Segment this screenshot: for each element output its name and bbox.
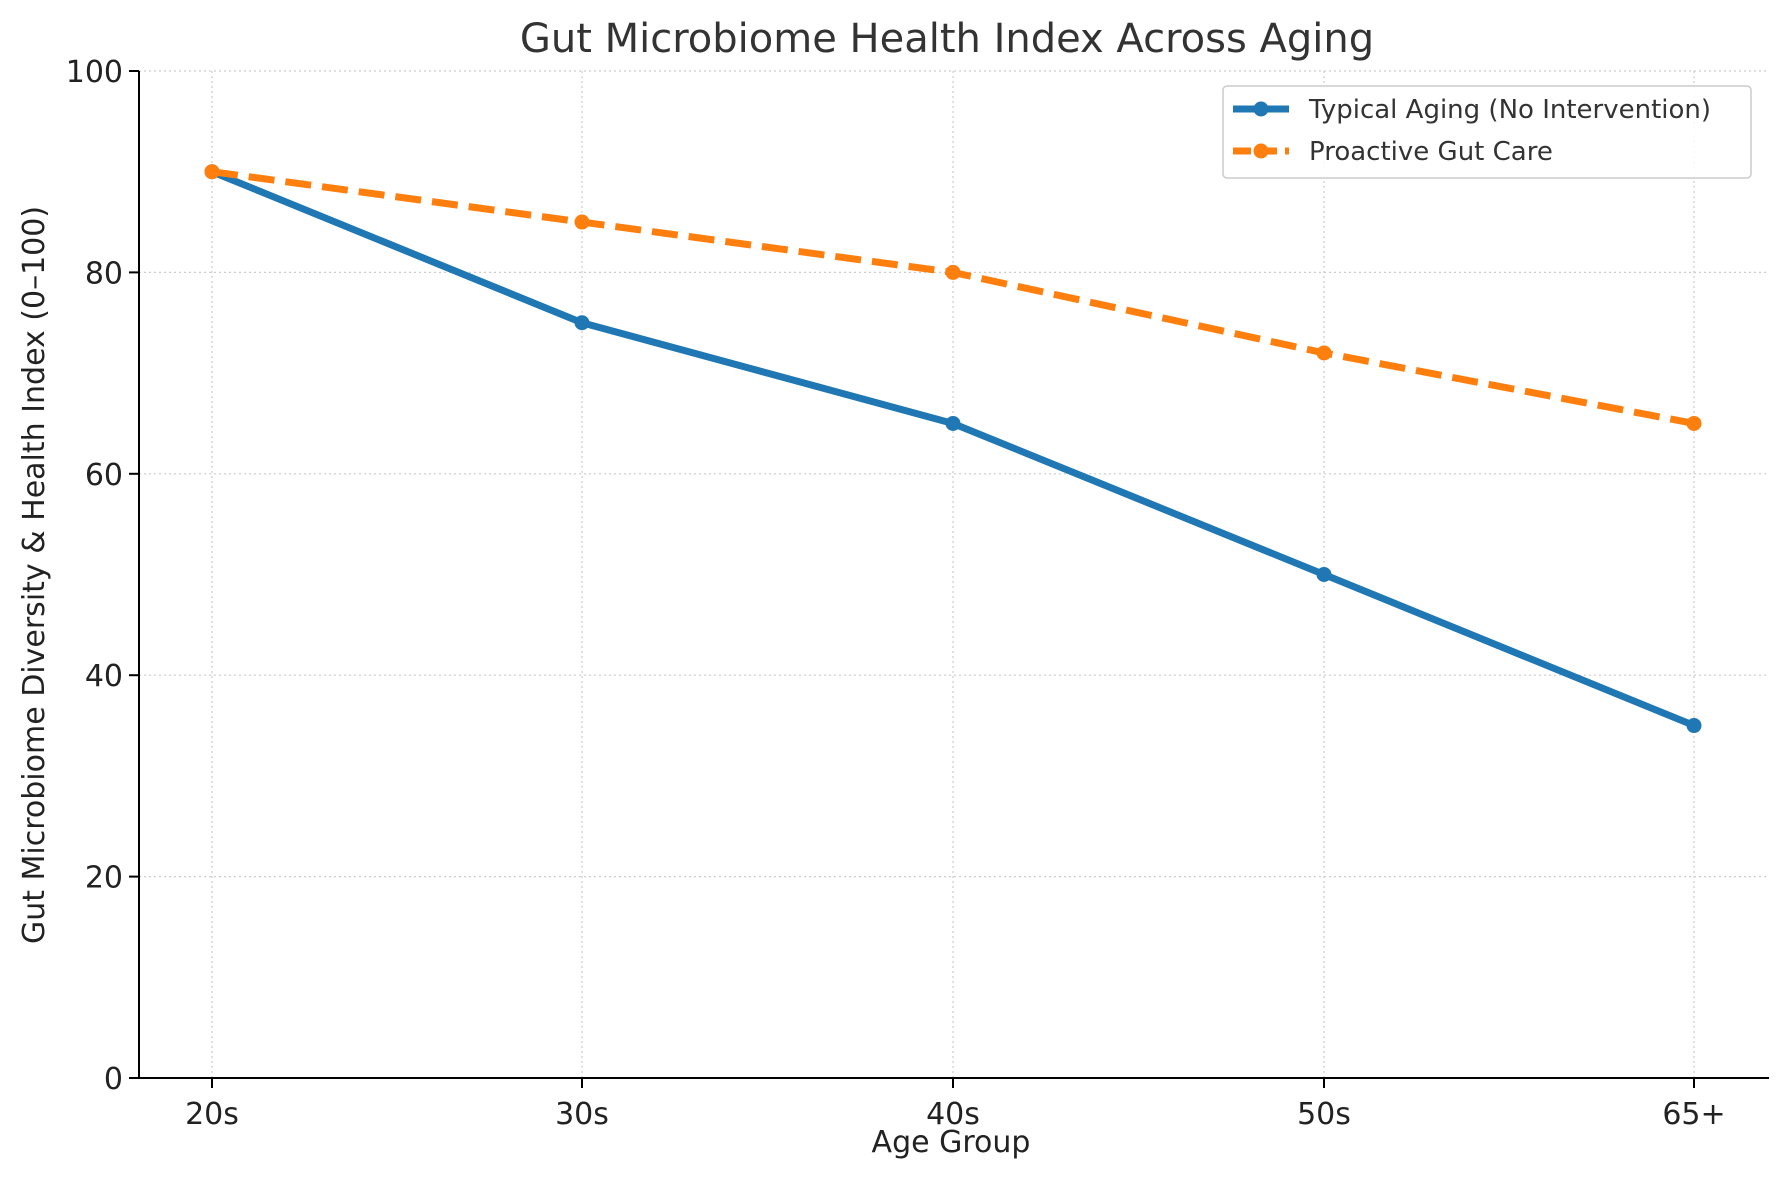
x-tick-label: 20s — [185, 1097, 239, 1132]
data-point — [1686, 415, 1702, 431]
y-tick-label: 100 — [66, 55, 123, 90]
legend-layer: Typical Aging (No Intervention) Proactive… — [1222, 85, 1752, 179]
grid-layer — [139, 70, 1769, 1078]
axes-layer: 0 20 40 60 80 100 20s 30s 40s 50s 65+ — [66, 55, 1769, 1132]
legend-label: Proactive Gut Care — [1309, 137, 1553, 167]
x-tick-label: 65+ — [1662, 1097, 1725, 1132]
legend-box — [1222, 85, 1752, 179]
y-tick-label: 40 — [85, 659, 123, 694]
data-point — [945, 264, 961, 280]
data-point — [1686, 718, 1702, 734]
y-axis-label: Gut Microbiome Diversity & Health Index … — [17, 206, 52, 944]
y-tick-label: 80 — [85, 256, 123, 291]
data-point — [574, 315, 590, 331]
data-point — [204, 164, 220, 180]
x-tick-label: 30s — [555, 1097, 609, 1132]
data-point — [1316, 345, 1332, 361]
y-tick-label: 20 — [85, 861, 123, 896]
series-layer — [204, 164, 1702, 734]
legend-label: Typical Aging (No Intervention) — [1308, 95, 1711, 125]
x-tick-label: 50s — [1297, 1097, 1351, 1132]
data-point — [574, 214, 590, 230]
data-point — [1316, 567, 1332, 582]
x-tick-label: 40s — [926, 1097, 980, 1132]
chart-title: Gut Microbiome Health Index Across Aging — [520, 16, 1374, 62]
legend-marker — [1253, 101, 1269, 117]
x-axis-label: Age Group — [872, 1125, 1031, 1160]
data-point — [945, 415, 961, 431]
y-tick-label: 0 — [104, 1062, 123, 1097]
legend-marker — [1253, 143, 1269, 159]
y-tick-label: 60 — [85, 458, 123, 493]
